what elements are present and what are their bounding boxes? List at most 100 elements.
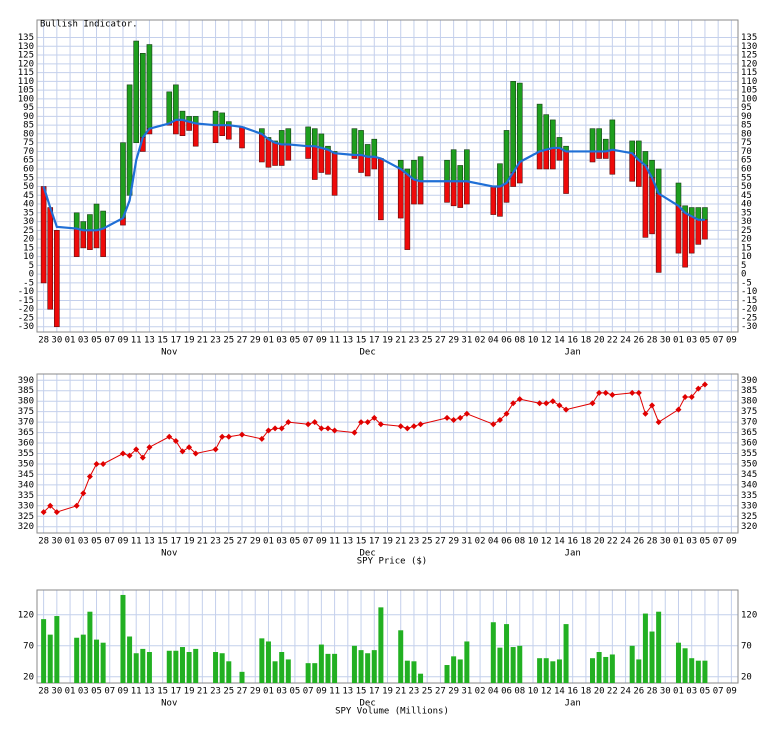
x-tick-label: 03	[78, 336, 89, 346]
x-tick-label: 18	[580, 687, 591, 697]
volume-bar	[179, 647, 185, 683]
y-tick-label: 320	[18, 522, 34, 532]
volume-bar	[166, 650, 172, 683]
x-tick-label: 09	[118, 336, 129, 346]
x-tick-label: 21	[197, 537, 208, 547]
x-tick-label: 01	[65, 336, 76, 346]
x-tick-label: 30	[660, 687, 671, 697]
y-tick-label: 345	[18, 470, 34, 480]
x-tick-label: 08	[514, 687, 525, 697]
price-point	[212, 446, 219, 453]
bullish-bar	[120, 142, 126, 219]
price-point	[146, 444, 153, 451]
y-tick-label: 335	[18, 491, 34, 501]
bearish-bar	[563, 151, 569, 194]
price-point	[543, 400, 550, 407]
x-tick-label: 16	[567, 687, 578, 697]
volume-bar	[140, 648, 146, 683]
bearish-bar	[285, 144, 292, 161]
volume-bar	[378, 607, 384, 683]
price-point	[265, 427, 272, 434]
bearish-bar	[212, 124, 219, 143]
bearish-bar	[219, 124, 225, 136]
x-tick-label: 09	[726, 687, 737, 697]
x-tick-label: 09	[316, 537, 327, 547]
x-tick-label: 13	[342, 336, 353, 346]
x-tick-label: 19	[382, 336, 393, 346]
volume-bar	[54, 616, 60, 683]
y-tick-label-right: 55	[741, 173, 752, 183]
bullish-bar	[87, 214, 93, 231]
x-tick-label: 21	[395, 687, 406, 697]
x-tick-label: 09	[726, 537, 737, 547]
month-label: Jan	[565, 348, 581, 358]
x-tick-label: 14	[554, 537, 565, 547]
x-tick-label: 10	[528, 336, 539, 346]
volume-bar	[80, 634, 86, 683]
x-tick-label: 03	[686, 537, 697, 547]
x-tick-label: 09	[726, 336, 737, 346]
x-tick-label: 06	[501, 336, 512, 346]
bullish-bar	[411, 159, 417, 180]
bullish-bar	[629, 140, 635, 154]
x-tick-label: 06	[501, 687, 512, 697]
x-tick-label: 27	[237, 687, 248, 697]
x-tick-label: 22	[607, 537, 618, 547]
bearish-bar	[265, 138, 272, 168]
bullish-bar	[212, 110, 219, 126]
bearish-bar	[589, 151, 596, 163]
bullish-bar	[510, 81, 516, 173]
volume-bar	[695, 660, 701, 683]
x-tick-label: 23	[409, 336, 420, 346]
volume-bar	[213, 652, 219, 683]
price-point	[649, 402, 656, 409]
y-tick-label: 375	[18, 407, 34, 417]
y-tick-label-right: 330	[741, 501, 757, 511]
x-tick-label: 03	[686, 336, 697, 346]
x-tick-label: 08	[514, 537, 525, 547]
month-label: Nov	[161, 348, 177, 358]
y-tick-label: 60	[23, 164, 34, 174]
y-tick-label-right: -10	[741, 287, 757, 297]
x-tick-label: 19	[184, 537, 195, 547]
x-tick-label: 29	[250, 537, 261, 547]
volume-bar	[47, 634, 53, 683]
bullish-bar	[503, 130, 510, 184]
x-tick-label: 19	[382, 537, 393, 547]
month-label: Dec	[360, 549, 376, 559]
price-point	[47, 502, 54, 509]
month-label: Nov	[161, 699, 177, 709]
y-tick-label: 70	[23, 147, 34, 157]
price-point	[463, 410, 470, 417]
bearish-bar	[100, 228, 106, 257]
x-tick-label: 09	[118, 687, 129, 697]
volume-bar	[226, 661, 232, 683]
y-tick-label-right: 70	[741, 641, 752, 651]
price-point	[305, 421, 312, 428]
bearish-bar	[536, 151, 543, 170]
y-tick-label-right: 360	[741, 439, 757, 449]
x-tick-label: 28	[38, 687, 49, 697]
y-tick-label: 30	[23, 217, 34, 227]
bearish-bar	[543, 149, 550, 170]
price-point	[371, 414, 378, 421]
y-tick-label-right: 5	[741, 261, 746, 271]
y-tick-label: 85	[23, 121, 34, 131]
price-point	[549, 398, 556, 405]
y-tick-label: 55	[23, 173, 34, 183]
price-point	[490, 421, 497, 428]
y-tick-label: 365	[18, 428, 34, 438]
price-point	[364, 419, 371, 426]
x-tick-label: 03	[78, 537, 89, 547]
bullish-bar	[516, 82, 523, 163]
volume-bar	[603, 656, 609, 683]
x-tick-label: 09	[118, 537, 129, 547]
y-tick-label: 100	[18, 94, 34, 104]
bearish-bar	[695, 219, 702, 245]
volume-bar	[325, 653, 331, 683]
y-tick-label-right: 70	[741, 147, 752, 157]
x-tick-label: 17	[369, 537, 380, 547]
price-point	[450, 417, 457, 424]
volume-bar	[272, 661, 278, 683]
volume-bar	[279, 652, 285, 683]
